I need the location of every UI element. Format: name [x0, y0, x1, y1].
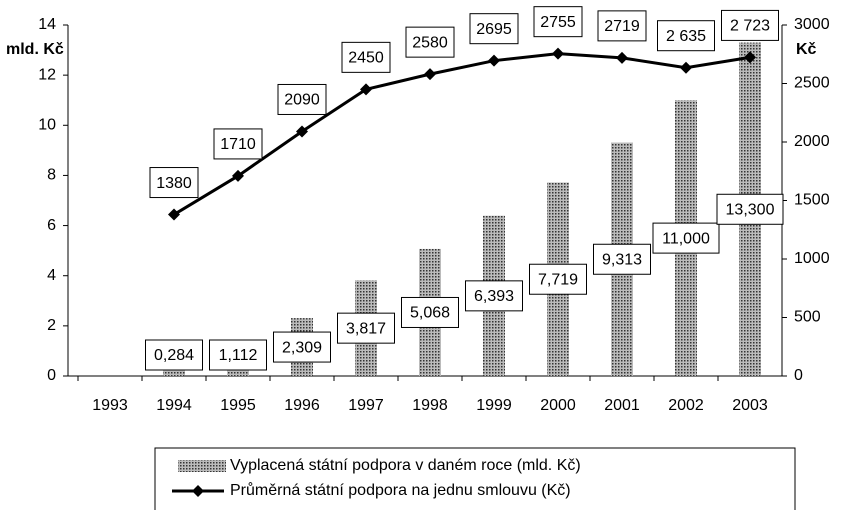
x-tick-label: 2000: [540, 397, 576, 414]
y2-tick-label: 2500: [794, 75, 830, 92]
x-tick-label: 2003: [732, 397, 768, 414]
marker: [680, 61, 692, 74]
data-label-box: [652, 222, 720, 254]
marker: [424, 68, 436, 81]
marker: [616, 51, 628, 64]
data-label-box: [469, 13, 519, 45]
x-tick-label: 1997: [348, 397, 384, 414]
data-label-box: [149, 167, 199, 199]
y2-tick-label: 1000: [794, 250, 830, 267]
data-label: 2580: [412, 34, 448, 51]
y2-tick-label: 3000: [794, 16, 830, 33]
data-label-box: [657, 20, 715, 52]
y-tick-label: 0: [47, 367, 56, 384]
x-tick-label: 2001: [604, 397, 640, 414]
legend-swatch: [178, 460, 226, 472]
data-label-box: [273, 331, 331, 363]
y-tick-label: 2: [47, 317, 56, 334]
x-tick-label: 1996: [284, 397, 320, 414]
x-tick-label: 1994: [156, 397, 192, 414]
data-label: 7,719: [538, 271, 578, 288]
data-label-box: [593, 243, 651, 275]
y-tick-label: 4: [47, 267, 56, 284]
data-label: 2755: [540, 14, 576, 31]
line: [173, 52, 751, 216]
y2-tick-label: 2000: [794, 133, 830, 150]
data-label: 1,112: [219, 347, 258, 364]
data-label: 6,393: [474, 288, 514, 305]
x-tick-label: 1993: [92, 397, 128, 414]
x-tick-label: 1999: [476, 397, 512, 414]
data-label-box: [721, 9, 779, 41]
data-label: 9,313: [602, 251, 642, 268]
y2-axis-label: Kč: [796, 41, 817, 58]
y-tick-label: 14: [38, 16, 56, 33]
data-label-box: [401, 296, 459, 328]
marker: [232, 169, 244, 182]
marker: [296, 125, 308, 138]
data-label-box: [213, 128, 263, 160]
y-tick-label: 12: [38, 66, 56, 83]
data-label: 13,300: [726, 201, 775, 218]
legend-label: Vyplacená státní podpora v daném roce (m…: [230, 457, 581, 474]
legend: [154, 447, 796, 510]
data-label-box: [145, 339, 203, 371]
data-label-box: [716, 193, 784, 225]
data-label: 2719: [604, 18, 640, 35]
y-axis-label: mld. Kč: [6, 41, 64, 58]
bar: [163, 368, 185, 376]
y-tick-label: 6: [47, 217, 56, 234]
data-label-box: [405, 26, 455, 58]
marker: [552, 47, 564, 60]
x-tick-label: 1998: [412, 397, 448, 414]
data-label: 5,068: [410, 305, 450, 322]
data-label: 1710: [220, 136, 256, 153]
data-label: 2,309: [282, 339, 322, 356]
marker: [744, 51, 756, 64]
marker: [360, 83, 372, 96]
data-label-box: [337, 312, 395, 344]
y2-tick-label: 500: [794, 309, 821, 326]
data-label-box: [277, 83, 327, 115]
data-label-box: [529, 263, 587, 295]
data-label-box: [209, 339, 267, 371]
marker: [168, 208, 180, 221]
legend-marker: [192, 485, 204, 497]
x-tick-label: 1995: [220, 397, 256, 414]
data-label: 2 723: [730, 18, 770, 35]
data-label: 0,284: [154, 347, 194, 364]
data-label-box: [597, 10, 647, 42]
data-label: 1380: [156, 175, 192, 192]
y-tick-label: 8: [47, 167, 56, 184]
data-label-box: [465, 280, 523, 312]
data-label: 3,817: [346, 320, 386, 337]
data-label: 2695: [476, 21, 512, 38]
marker: [488, 54, 500, 67]
y2-tick-label: 1500: [794, 192, 830, 209]
y2-tick-label: 0: [794, 367, 803, 384]
data-label: 2090: [284, 92, 320, 109]
legend-label: Průměrná státní podpora na jednu smlouvu…: [230, 481, 571, 499]
data-label: 11,000: [662, 230, 710, 247]
data-label: 2450: [348, 50, 384, 67]
data-label-box: [341, 41, 391, 73]
y-tick-label: 10: [38, 117, 56, 134]
data-label-box: [533, 6, 583, 38]
x-tick-label: 2002: [668, 397, 704, 414]
data-label: 2 635: [666, 28, 706, 45]
